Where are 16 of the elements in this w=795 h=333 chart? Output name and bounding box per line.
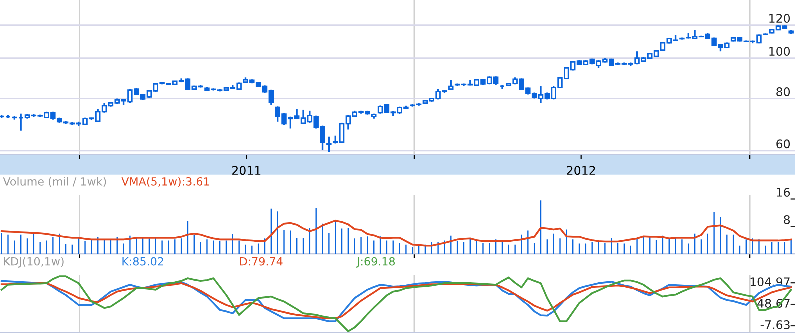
y-tick-label: 120 xyxy=(770,14,790,24)
x-tick-label: 2012 xyxy=(567,166,596,176)
text: J:69.18 xyxy=(356,257,396,268)
text: VMA(5,1w):3.61 xyxy=(122,177,210,188)
y-tick-label: 8 xyxy=(784,215,790,224)
y-axis-title: Volume (mil / 1wk) xyxy=(3,177,106,188)
line-series xyxy=(0,276,792,332)
y-axis-title: KDJ(10,1w) xyxy=(4,257,64,268)
y-tick-label: 60 xyxy=(776,140,790,149)
series-label: K:85.02 xyxy=(122,257,164,266)
text: D:79.74 xyxy=(240,257,283,266)
y-tick-label: 80 xyxy=(776,88,790,96)
y-tick-label: -7.63 xyxy=(760,320,790,330)
y-tick-label: 16 xyxy=(777,188,790,197)
y-tick-label: 100 xyxy=(770,47,790,56)
x-tick-label: 2011 xyxy=(232,166,261,176)
